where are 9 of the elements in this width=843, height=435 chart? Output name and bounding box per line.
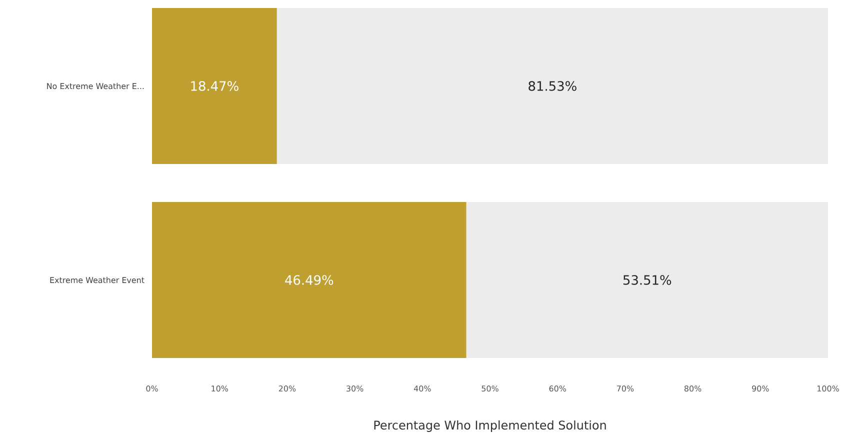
bar [152, 8, 277, 164]
data-label: 81.53% [528, 80, 576, 91]
bar [152, 202, 466, 358]
bar [466, 202, 828, 358]
data-label: 18.47% [191, 80, 238, 91]
bar [276, 8, 828, 164]
x-axis-title: Percentage Who Implemented Solution [374, 420, 606, 432]
data-label: 53.51% [623, 274, 672, 285]
data-label: 46.49% [285, 274, 334, 285]
